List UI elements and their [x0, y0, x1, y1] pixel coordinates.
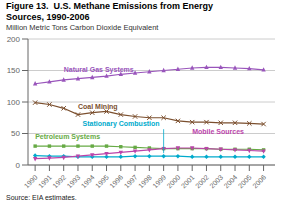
- svg-text:200: 200: [8, 35, 21, 44]
- html-text:Million Metric Tons Carbon Dio: Million Metric Tons Carbon Dioxide Equiv…: [6, 23, 159, 32]
- svg-text:2000: 2000: [165, 174, 181, 190]
- svg-text:2005: 2005: [237, 174, 253, 190]
- svg-text:1995: 1995: [94, 174, 110, 190]
- html-text:Source: EIA estimates.: Source: EIA estimates.: [6, 194, 77, 201]
- svg-text:1992: 1992: [51, 174, 67, 190]
- html-text:Figure 13. U.S. Methane Emissi: Figure 13. U.S. Methane Emissions from E…: [6, 1, 214, 11]
- svg-text:1996: 1996: [108, 174, 124, 190]
- svg-text:1997: 1997: [123, 174, 139, 190]
- svg-text:0: 0: [16, 161, 21, 170]
- svg-text:2006: 2006: [251, 174, 267, 190]
- svg-text:1999: 1999: [151, 174, 167, 190]
- svg-text:2002: 2002: [194, 174, 210, 190]
- svg-text:2001: 2001: [180, 174, 196, 190]
- svg-text:Stationary Combustion: Stationary Combustion: [83, 120, 160, 128]
- svg-text:100: 100: [8, 98, 21, 107]
- svg-text:Mobile Sources: Mobile Sources: [192, 128, 244, 135]
- svg-text:Natural Gas Systems: Natural Gas Systems: [64, 66, 134, 74]
- svg-text:Coal Mining: Coal Mining: [78, 103, 118, 111]
- svg-text:2003: 2003: [208, 174, 224, 190]
- svg-text:1998: 1998: [137, 174, 153, 190]
- html-text:Sources, 1990-2006: Sources, 1990-2006: [6, 12, 90, 22]
- svg-text:150: 150: [8, 66, 21, 75]
- svg-text:1994: 1994: [80, 174, 96, 190]
- svg-text:2004: 2004: [223, 174, 239, 190]
- svg-text:1993: 1993: [66, 174, 82, 190]
- svg-text:50: 50: [11, 129, 20, 138]
- svg-text:1990: 1990: [23, 174, 39, 190]
- svg-text:1991: 1991: [37, 174, 53, 190]
- svg-text:Petroleum Systems: Petroleum Systems: [35, 133, 100, 141]
